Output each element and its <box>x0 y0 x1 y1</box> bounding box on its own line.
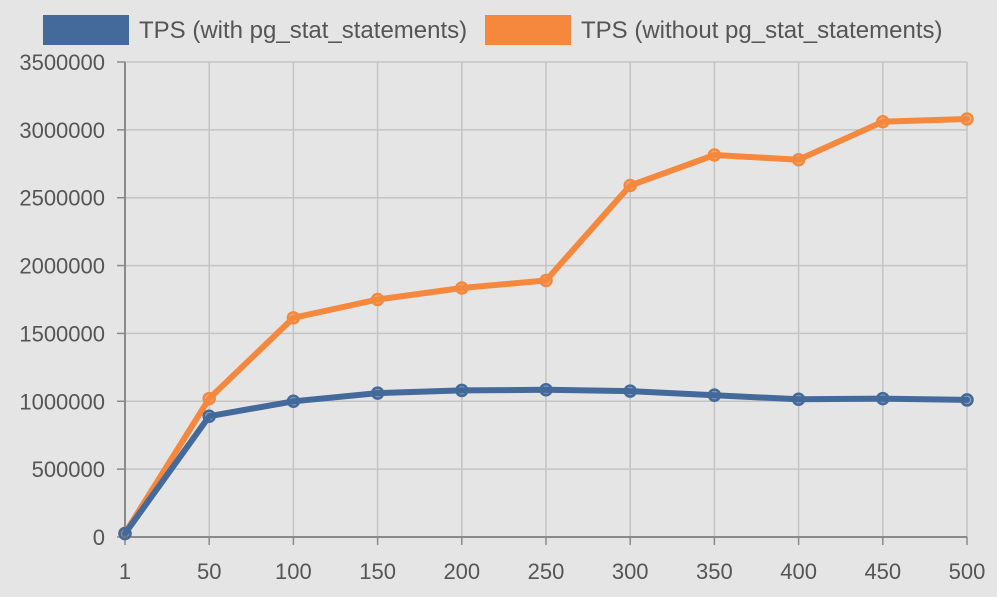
data-point-with <box>202 409 216 423</box>
y-tick-label: 2000000 <box>19 254 105 279</box>
legend-label-with: TPS (with pg_stat_statements) <box>139 17 467 44</box>
x-tick-label: 350 <box>696 559 733 584</box>
x-tick-label: 300 <box>612 559 649 584</box>
data-point-without <box>707 148 722 162</box>
y-tick-label: 500000 <box>32 457 105 482</box>
series-with <box>118 383 974 541</box>
x-axis-ticks: 1 50 100 150 200 250 300 350 400 450 500 <box>119 537 985 584</box>
x-tick-label: 100 <box>275 559 312 584</box>
x-tick-label: 50 <box>197 559 221 584</box>
data-point-without <box>202 391 216 406</box>
legend-label-without: TPS (without pg_stat_statements) <box>581 17 943 44</box>
y-tick-label: 3000000 <box>19 118 105 143</box>
data-point-with <box>960 393 974 407</box>
y-tick-label: 0 <box>93 525 105 550</box>
y-tick-label: 2500000 <box>19 186 105 211</box>
x-tick-label: 250 <box>528 559 565 584</box>
y-tick-label: 1000000 <box>19 389 105 414</box>
data-point-without <box>455 281 469 295</box>
data-point-with <box>118 526 132 541</box>
x-tick-label: 500 <box>949 559 986 584</box>
data-point-without <box>876 114 890 129</box>
data-point-without <box>623 178 637 193</box>
data-point-with <box>876 391 890 406</box>
data-point-without <box>370 292 385 307</box>
legend-swatch-with <box>43 15 129 45</box>
data-point-without <box>791 152 806 167</box>
data-point-with <box>539 383 553 397</box>
y-tick-label: 1500000 <box>19 321 105 346</box>
x-tick-label: 450 <box>864 559 901 584</box>
data-point-without <box>286 311 301 325</box>
data-point-with <box>707 388 722 402</box>
y-tick-label: 3500000 <box>19 50 105 75</box>
x-tick-label: 150 <box>359 559 396 584</box>
x-tick-label: 200 <box>443 559 480 584</box>
data-point-with <box>286 394 301 409</box>
data-point-without <box>960 112 974 126</box>
grid <box>125 61 968 537</box>
data-point-with <box>455 383 469 398</box>
series-layer <box>118 112 974 541</box>
y-axis-ticks: 0 500000 1000000 1500000 2000000 2500000 30000… <box>19 50 125 550</box>
x-tick-label: 400 <box>780 559 817 584</box>
x-tick-label: 1 <box>119 559 131 584</box>
data-point-without <box>539 273 553 288</box>
legend-swatch-without <box>485 15 571 45</box>
legend: TPS (with pg_stat_statements) TPS (witho… <box>43 15 943 45</box>
data-point-with <box>370 386 385 400</box>
data-point-with <box>623 384 637 398</box>
data-point-with <box>791 392 806 406</box>
